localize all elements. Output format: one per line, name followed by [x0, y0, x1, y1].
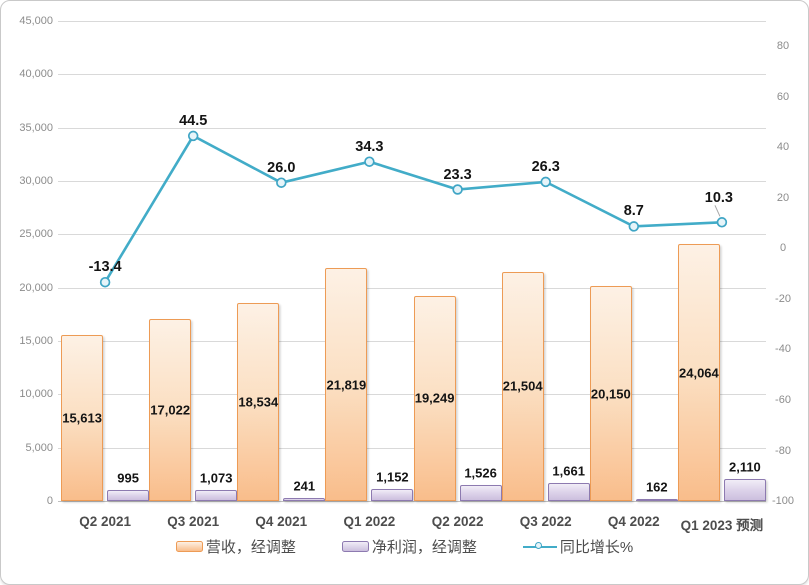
x-axis-label[interactable]: Q1 2022	[343, 514, 396, 529]
legend-item-profit[interactable]: 净利润，经调整	[341, 536, 477, 557]
x-axis-label[interactable]: Q3 2022	[519, 514, 572, 529]
left-axis-tick: 5,000	[25, 441, 53, 454]
gridline	[58, 74, 766, 76]
right-axis-tick: 60	[776, 90, 790, 103]
growth-line-marker[interactable]	[99, 276, 111, 288]
left-axis-tick: 45,000	[19, 15, 53, 27]
revenue-bar-label: 20,150	[590, 386, 631, 401]
legend-item-revenue[interactable]: 营收，经调整	[175, 536, 296, 557]
growth-point-label: 34.3	[355, 138, 384, 155]
profit-bar[interactable]	[547, 483, 590, 501]
right-axis-tick: 40	[776, 141, 790, 154]
left-axis-tick: 20,000	[19, 281, 53, 294]
revenue-bar[interactable]	[413, 295, 456, 501]
left-axis-tick: 10,000	[19, 388, 53, 401]
profit-bar-label: 2,110	[728, 459, 761, 474]
x-axis-label[interactable]: Q4 2021	[255, 514, 308, 529]
right-axis-tick: 80	[776, 40, 790, 53]
label-leader-line	[714, 205, 721, 217]
revenue-bar-label: 19,249	[414, 390, 455, 406]
revenue-bar[interactable]	[501, 271, 544, 501]
profit-bar[interactable]	[195, 489, 238, 501]
growth-point-label: 23.3	[443, 166, 472, 183]
right-axis-tick: -20	[775, 292, 791, 305]
revenue-bar-label: 21,504	[502, 378, 543, 394]
legend: 营收，经调整 净利润，经调整 同比增长%	[1, 536, 808, 557]
growth-line-marker[interactable]	[187, 130, 199, 142]
profit-bar[interactable]	[107, 490, 150, 501]
right-axis-tick: -40	[775, 343, 791, 356]
gridline	[58, 181, 766, 182]
gridline	[58, 394, 766, 396]
gridline	[58, 127, 766, 129]
revenue-bar[interactable]	[237, 303, 280, 501]
legend-label-profit: 净利润，经调整	[371, 539, 477, 556]
gridline	[58, 341, 766, 342]
growth-line-marker[interactable]	[628, 221, 640, 232]
revenue-bar[interactable]	[677, 244, 720, 501]
growth-point-label: 26.3	[531, 158, 560, 175]
x-axis-label[interactable]: Q2 2022	[431, 514, 484, 529]
revenue-bar-label: 17,022	[150, 402, 191, 418]
right-axis-tick: -60	[775, 393, 791, 406]
profit-bar-label: 1,526	[464, 465, 497, 481]
gridline	[58, 234, 766, 236]
profit-bar-label: 241	[293, 478, 316, 494]
revenue-bar-label: 24,064	[679, 365, 719, 381]
growth-line-marker-icon	[522, 541, 557, 553]
profit-bar-label: 1,073	[199, 470, 233, 486]
legend-label-growth: 同比增长%	[559, 539, 634, 556]
growth-line-marker[interactable]	[452, 184, 463, 195]
left-axis-tick: 0	[46, 495, 53, 507]
x-axis-label[interactable]: Q2 2021	[79, 514, 131, 529]
gridline	[58, 287, 766, 289]
profit-bar[interactable]	[635, 498, 678, 501]
profit-bar[interactable]	[723, 478, 766, 501]
revenue-bar[interactable]	[589, 286, 632, 501]
left-axis-tick: 15,000	[19, 335, 53, 347]
growth-line-marker[interactable]	[716, 217, 728, 228]
gridline	[58, 447, 766, 449]
profit-bar-label: 1,661	[552, 463, 585, 479]
revenue-bar-label: 21,819	[326, 377, 367, 393]
profit-bar-label: 1,152	[376, 469, 409, 485]
right-axis-tick: -80	[775, 444, 791, 457]
revenue-bar[interactable]	[61, 334, 104, 501]
profit-bar[interactable]	[371, 488, 414, 501]
revenue-swatch-icon	[175, 541, 203, 552]
growth-line-marker[interactable]	[276, 177, 287, 188]
legend-item-growth[interactable]: 同比增长%	[522, 536, 634, 557]
profit-bar-label: 995	[117, 470, 139, 486]
x-axis-label[interactable]: Q1 2023 预测	[680, 518, 764, 533]
growth-point-label: 44.5	[179, 112, 208, 129]
growth-point-label: 8.7	[623, 203, 644, 220]
right-axis-tick: -100	[771, 495, 795, 507]
growth-line-marker[interactable]	[364, 156, 375, 167]
profit-bar-label: 162	[645, 479, 668, 494]
revenue-bar[interactable]	[149, 319, 192, 501]
x-axis-line	[58, 501, 766, 502]
left-axis-tick: 25,000	[19, 228, 53, 241]
left-axis-tick: 40,000	[19, 68, 53, 81]
revenue-bar-label: 18,534	[238, 394, 279, 410]
growth-point-label: 10.3	[704, 190, 734, 207]
gridline	[58, 21, 766, 22]
profit-bar[interactable]	[459, 484, 502, 501]
growth-point-label: -13.4	[88, 259, 122, 276]
revenue-bar-label: 15,613	[62, 410, 102, 426]
right-axis-tick: 0	[779, 242, 787, 255]
profit-bar[interactable]	[283, 498, 326, 501]
profit-swatch-icon	[341, 541, 369, 552]
left-axis-tick: 30,000	[19, 175, 53, 187]
x-axis-label[interactable]: Q3 2021	[167, 514, 220, 529]
x-axis-label[interactable]: Q4 2022	[607, 514, 660, 529]
legend-label-revenue: 营收，经调整	[205, 539, 296, 556]
right-axis-tick: 20	[776, 191, 790, 204]
growth-point-label: 26.0	[267, 159, 296, 176]
left-axis-tick: 35,000	[19, 121, 53, 134]
